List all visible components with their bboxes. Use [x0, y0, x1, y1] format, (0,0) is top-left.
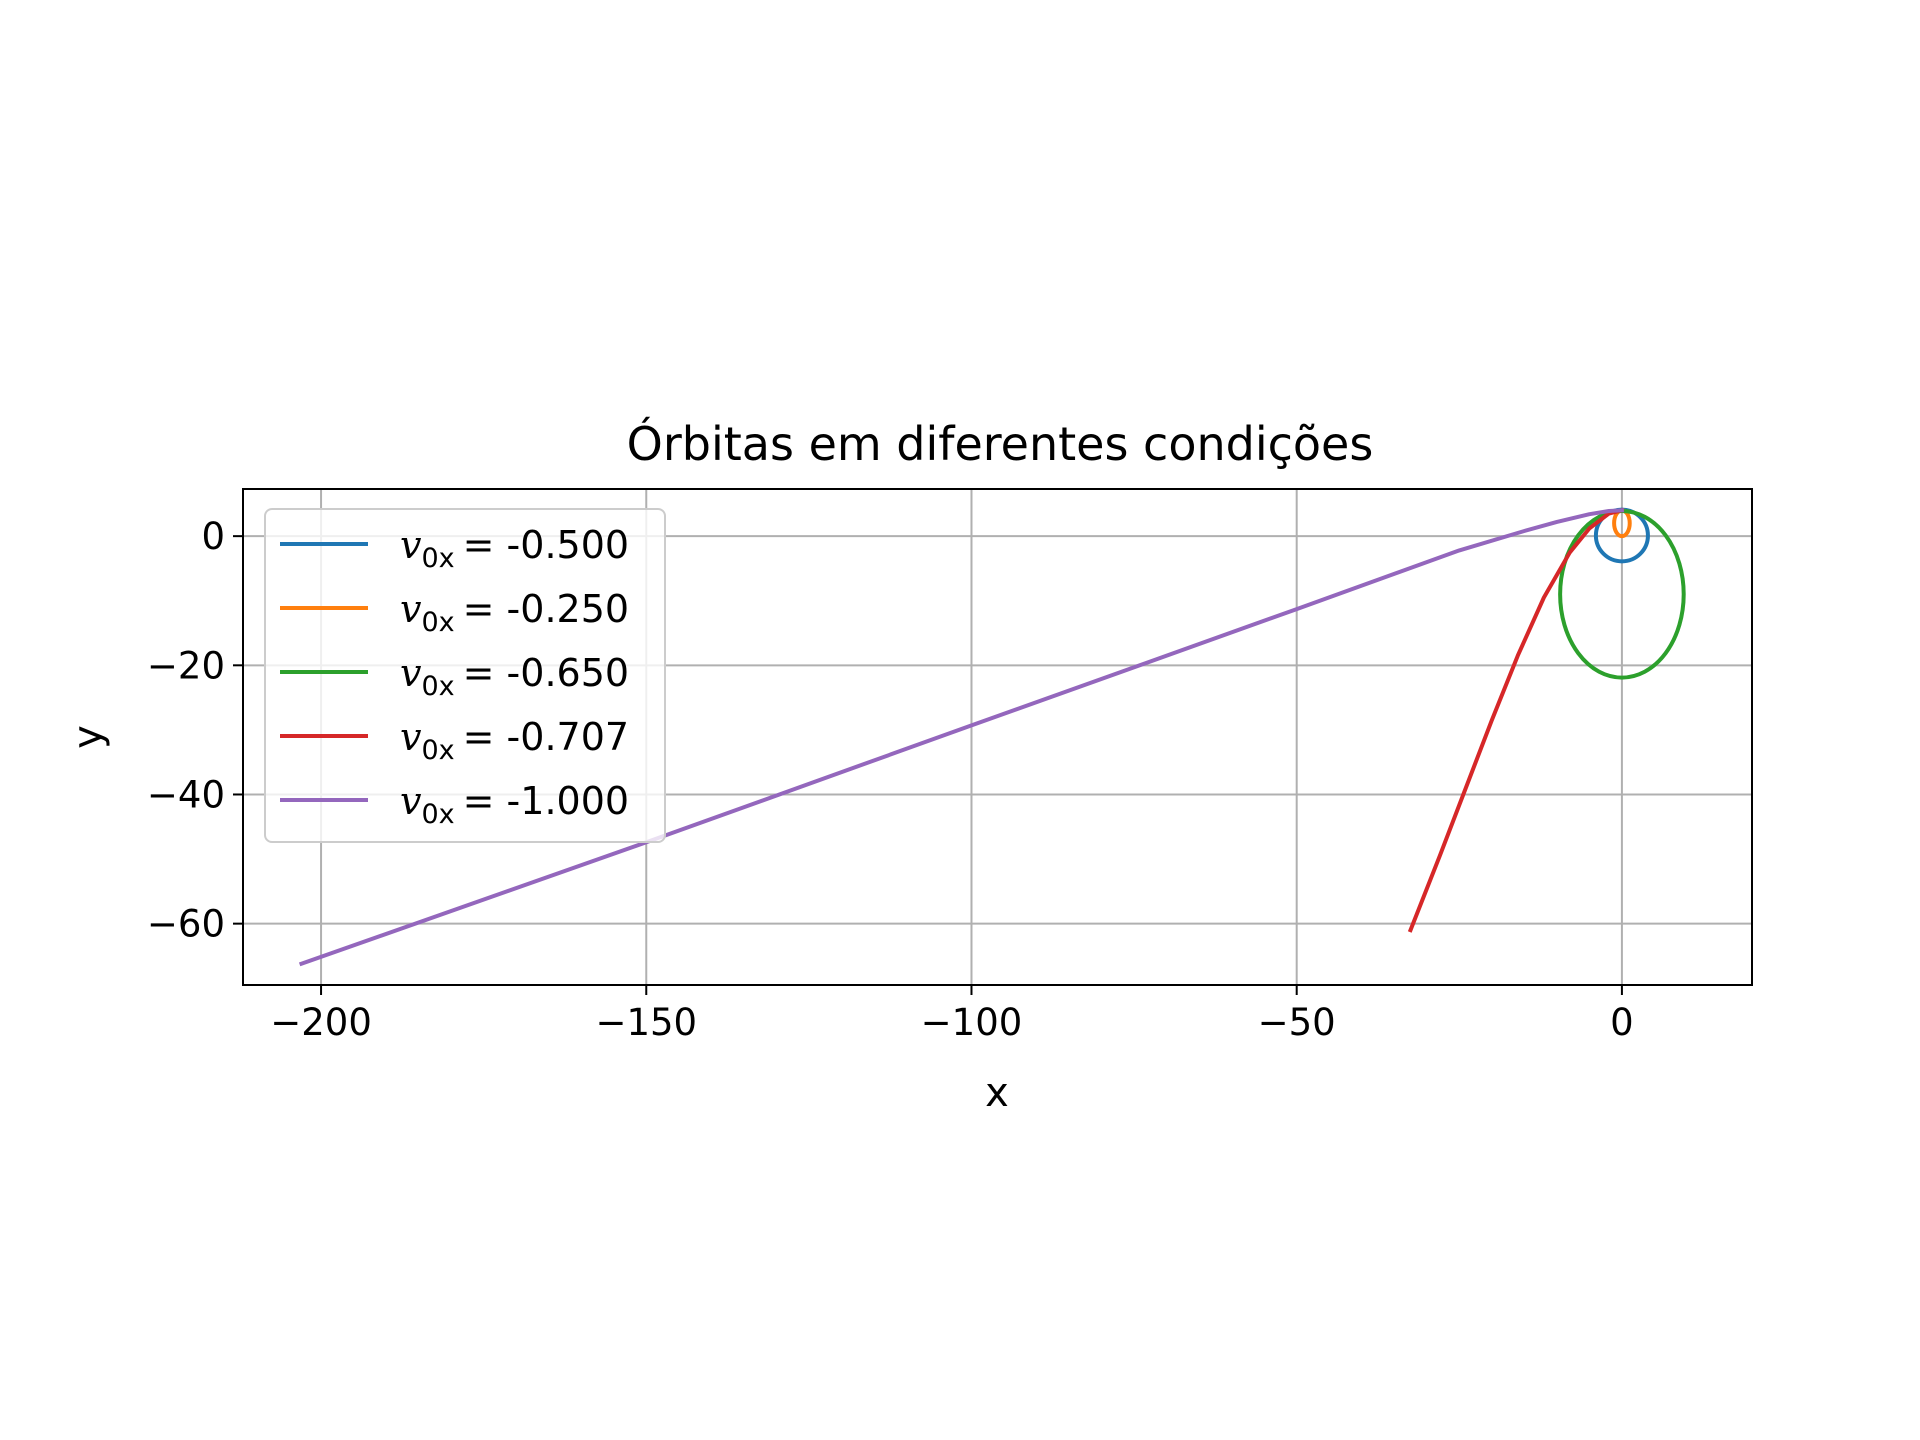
y-tick-label: 0 [201, 515, 225, 558]
x-axis-label: x [985, 1070, 1009, 1116]
series-line-4 [1407, 507, 1625, 933]
x-ticks: −200 −150 −100 −50 0 [270, 985, 1634, 1044]
legend-label: v0x = -0.650 [400, 651, 629, 702]
x-tick-label: −200 [270, 1001, 372, 1044]
x-tick-label: −50 [1258, 1001, 1336, 1044]
chart-title: Órbitas em diferentes condições [627, 417, 1374, 471]
legend-label: v0x = -0.707 [400, 715, 629, 766]
plot-frame [242, 488, 1753, 986]
legend-box [264, 508, 666, 843]
y-ticks: 0 −20 −40 −60 [147, 515, 243, 946]
legend-label: v0x = -0.500 [400, 523, 629, 574]
y-tick-label: −20 [147, 644, 225, 687]
x-tick-label: −150 [595, 1001, 697, 1044]
y-tick-label: −40 [147, 773, 225, 816]
legend-label: v0x = -1.000 [400, 779, 629, 830]
series-line-5 [298, 508, 1625, 967]
legend-label: v0x = -0.250 [400, 587, 629, 638]
x-tick-label: −100 [921, 1001, 1023, 1044]
x-tick-label: 0 [1610, 1001, 1634, 1044]
y-axis-label: y [65, 725, 111, 749]
legend: v0x = -0.500 v0x = -0.250 v0x = -0.650 v0x = -0… [264, 508, 666, 843]
plot-series [298, 507, 1686, 967]
y-tick-label: −60 [147, 903, 225, 946]
